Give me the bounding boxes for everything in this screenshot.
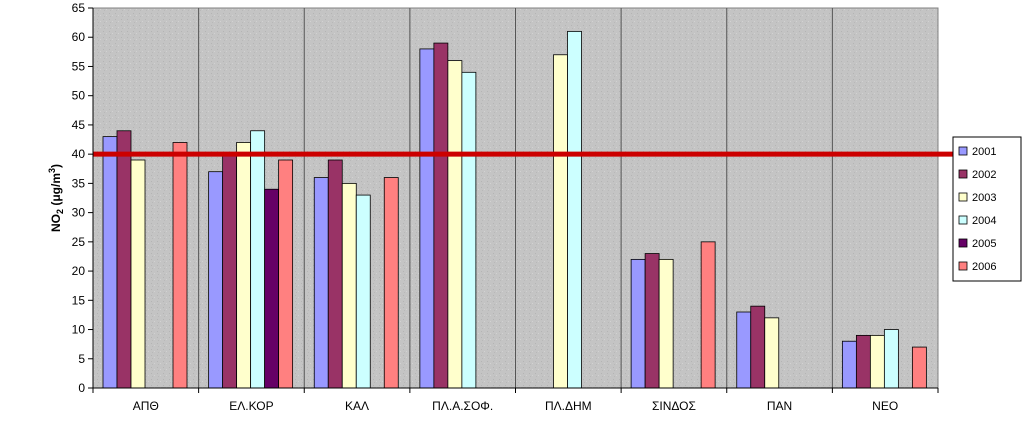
legend-swatch-2006 xyxy=(958,261,968,271)
bar-2002-6 xyxy=(750,305,766,389)
x-tick-label: ΣΙΝΔΟΣ xyxy=(652,399,696,413)
bar-2001-6 xyxy=(736,311,752,389)
y-tick-label: 35 xyxy=(72,176,86,190)
bar-2003-7 xyxy=(869,334,885,389)
bar-2004-7 xyxy=(883,329,899,389)
bar-2006-0 xyxy=(172,142,188,389)
bar-2002-0 xyxy=(116,130,132,389)
bar-2003-6 xyxy=(764,317,780,389)
y-tick-label: 45 xyxy=(72,118,86,132)
bar-2004-4 xyxy=(567,30,582,389)
bar-2004-1 xyxy=(250,130,266,389)
bars xyxy=(102,30,927,389)
bar-2002-2 xyxy=(327,159,343,389)
bar-2006-2 xyxy=(383,177,399,389)
legend-label-2005: 2005 xyxy=(972,238,996,250)
x-tick-label: ΠΛ.ΔΗΜ xyxy=(545,399,592,413)
x-tick-label: ΠΛ.Α.ΣΟΦ. xyxy=(432,399,493,413)
bar-2003-1 xyxy=(236,142,252,389)
bar-2001-3 xyxy=(419,48,435,389)
bar-2004-3 xyxy=(461,71,477,389)
y-tick-label: 15 xyxy=(72,293,86,307)
bar-2002-7 xyxy=(855,334,871,389)
legend-label-2002: 2002 xyxy=(972,169,996,181)
bar-2006-7 xyxy=(911,346,927,389)
bar-2005-1 xyxy=(264,188,280,389)
bar-2002-3 xyxy=(433,42,449,389)
bar-2003-0 xyxy=(130,159,146,389)
category-separators xyxy=(198,8,833,388)
y-axis-label: NO2 (μg/m3) xyxy=(47,164,65,232)
x-tick-label: ΚΑΛ xyxy=(345,399,369,413)
bar-2004-2 xyxy=(355,194,371,389)
legend-swatch-2002 xyxy=(958,169,968,179)
bar-2001-0 xyxy=(102,136,118,389)
legend-label-2004: 2004 xyxy=(972,215,996,227)
x-tick-label: ΠΑΝ xyxy=(767,399,792,413)
y-tick-label: 0 xyxy=(78,381,85,395)
bar-2001-5 xyxy=(630,258,646,389)
y-tick-label: 40 xyxy=(72,147,86,161)
legend-swatch-2003 xyxy=(958,192,968,202)
bar-2002-1 xyxy=(222,153,238,389)
legend: 2001 2002 2003 2004 2005 2006 xyxy=(952,136,1022,282)
legend-label-2001: 2001 xyxy=(972,146,996,158)
x-tick-label: ΑΠΘ xyxy=(133,399,159,413)
bar-2003-4 xyxy=(553,54,568,389)
y-tick-label: 60 xyxy=(72,30,86,44)
bar-2001-7 xyxy=(841,340,857,389)
y-tick-label: 65 xyxy=(72,1,86,15)
x-axis: ΑΠΘ ΕΛ.ΚΟΡ ΚΑΛ ΠΛ.Α.ΣΟΦ. ΠΛ.ΔΗΜ ΣΙΝΔΟΣ ΠΑΝ ΝΕΟ xyxy=(92,387,939,413)
y-tick-label: 50 xyxy=(72,89,86,103)
x-tick-label: ΝΕΟ xyxy=(872,399,898,413)
bar-2002-5 xyxy=(644,253,660,389)
legend-label-2003: 2003 xyxy=(972,192,996,204)
legend-label-2006: 2006 xyxy=(972,261,996,273)
bar-2001-1 xyxy=(208,171,224,389)
bar-2006-1 xyxy=(278,159,294,389)
y-tick-label: 55 xyxy=(72,59,86,73)
bar-2006-5 xyxy=(700,241,716,389)
legend-swatch-2004 xyxy=(958,215,968,225)
bar-2003-5 xyxy=(658,258,674,389)
y-tick-label: 5 xyxy=(78,352,85,366)
legend-swatch-2001 xyxy=(958,146,968,156)
y-axis: 0 5 10 15 20 25 30 35 40 45 50 55 60 65 xyxy=(72,1,94,395)
legend-swatch-2005 xyxy=(958,238,968,248)
y-tick-label: 30 xyxy=(72,206,86,220)
x-tick-label: ΕΛ.ΚΟΡ xyxy=(229,399,273,413)
bar-2003-3 xyxy=(447,60,463,389)
bar-2001-2 xyxy=(313,177,329,389)
y-tick-label: 20 xyxy=(72,264,86,278)
bar-2003-2 xyxy=(341,182,357,389)
y-tick-label: 10 xyxy=(72,323,86,337)
y-tick-label: 25 xyxy=(72,235,86,249)
legend-box xyxy=(952,136,1022,282)
